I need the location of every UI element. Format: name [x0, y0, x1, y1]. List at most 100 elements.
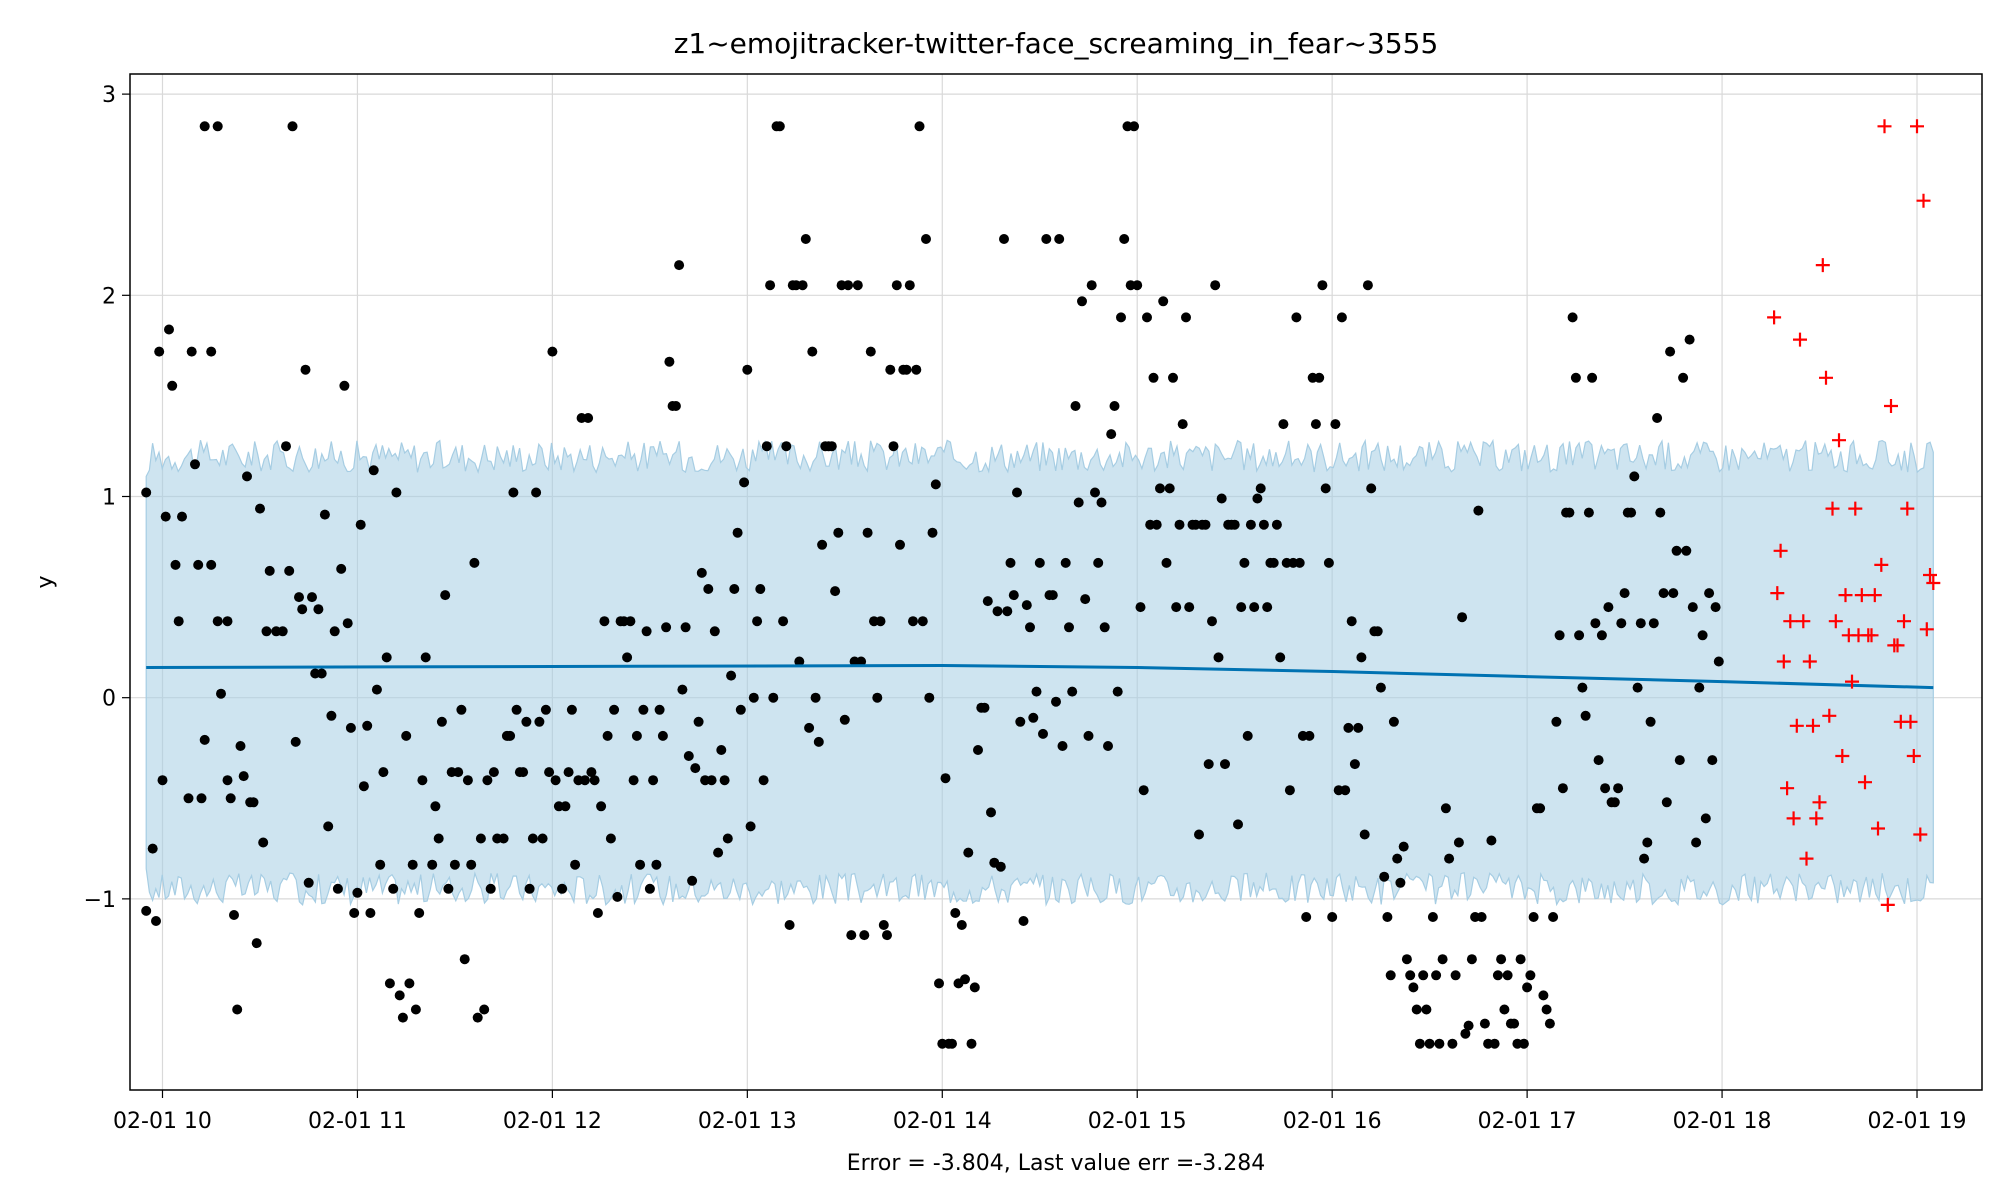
observed-point	[294, 592, 304, 603]
observed-point	[1401, 954, 1412, 965]
observed-point	[456, 704, 467, 715]
observed-point	[781, 441, 792, 452]
observed-point	[540, 704, 551, 715]
observed-point	[1626, 507, 1637, 518]
observed-point	[807, 346, 818, 357]
observed-point	[1632, 682, 1643, 693]
observed-point	[1528, 912, 1539, 922]
observed-point	[1067, 686, 1078, 697]
observed-point	[1346, 616, 1357, 627]
plot-frame	[129, 73, 1983, 1091]
observed-point	[1239, 557, 1250, 568]
observed-point	[167, 380, 178, 391]
observed-point	[1207, 616, 1217, 627]
observed-point	[1681, 545, 1692, 556]
y-axis-label: y	[33, 575, 58, 588]
observed-point	[693, 716, 704, 727]
observed-point	[1132, 280, 1143, 291]
observed-point	[1294, 557, 1305, 568]
observed-point	[1388, 716, 1399, 727]
observed-point	[1639, 853, 1650, 864]
observed-point	[521, 716, 532, 727]
observed-point	[1418, 970, 1429, 981]
future-point	[1845, 674, 1859, 689]
observed-point	[1249, 602, 1260, 613]
observed-point	[1109, 401, 1120, 411]
observed-point	[222, 775, 233, 786]
observed-point	[927, 527, 938, 538]
y-tick-label: 2	[102, 284, 116, 309]
observed-point	[235, 741, 246, 751]
observed-point	[397, 1012, 408, 1023]
observed-point	[709, 626, 720, 637]
observed-point	[1158, 296, 1169, 307]
observed-point	[1151, 519, 1162, 530]
observed-point	[388, 883, 399, 894]
observed-point	[394, 990, 405, 1001]
observed-point	[690, 763, 701, 774]
future-point	[1776, 654, 1791, 669]
observed-point	[635, 859, 646, 870]
observed-point	[544, 767, 555, 778]
observed-point	[281, 441, 291, 452]
observed-point	[742, 364, 753, 375]
observed-point	[973, 745, 983, 755]
observed-point	[784, 920, 795, 930]
observed-point	[371, 684, 382, 695]
observed-point	[547, 346, 558, 357]
observed-point	[1395, 877, 1406, 888]
observed-point	[410, 1004, 421, 1015]
observed-point	[914, 121, 925, 132]
future-point	[1825, 501, 1840, 516]
observed-point	[391, 487, 402, 498]
observed-point	[1200, 519, 1211, 530]
observed-point	[1236, 602, 1247, 613]
chart-title: z1~emojitracker-twitter-face_screaming_i…	[674, 27, 1439, 60]
observed-point	[1405, 970, 1416, 981]
observed-point	[895, 539, 905, 550]
observed-point	[303, 877, 314, 888]
observed-point	[414, 908, 425, 918]
observed-point	[1233, 819, 1243, 830]
observed-point	[1304, 730, 1315, 741]
observed-point	[287, 121, 298, 132]
forecast-line-layer	[146, 663, 1934, 690]
observed-point	[1551, 716, 1562, 727]
observed-point	[911, 364, 922, 375]
observed-point	[1099, 622, 1110, 633]
x-tick-label: 02-01 14	[893, 1109, 992, 1134]
observed-point	[670, 401, 681, 411]
observed-point	[1314, 372, 1325, 383]
observed-point	[843, 280, 854, 291]
observed-point	[947, 1038, 957, 1049]
observed-point	[1596, 630, 1607, 641]
observed-point	[1544, 1018, 1555, 1029]
observed-point	[995, 861, 1006, 872]
future-point	[1815, 258, 1830, 273]
observed-point	[1704, 588, 1715, 599]
observed-point	[505, 730, 516, 741]
future-point	[1773, 543, 1788, 558]
observed-point	[232, 1004, 243, 1015]
observed-point	[570, 859, 581, 870]
future-point	[1796, 614, 1811, 629]
observed-point	[251, 938, 262, 949]
observed-point	[865, 346, 876, 357]
observed-point	[956, 920, 967, 930]
observed-point	[1697, 630, 1708, 641]
observed-point	[557, 883, 568, 894]
observed-point	[1671, 545, 1682, 556]
observed-point	[722, 833, 733, 844]
observed-point	[1642, 837, 1653, 848]
observed-point	[313, 604, 324, 615]
future-point	[1835, 749, 1850, 763]
observed-point	[797, 280, 808, 291]
observed-point	[407, 859, 418, 870]
observed-point	[1343, 722, 1354, 733]
observed-point	[479, 1004, 490, 1015]
observed-point	[1509, 1018, 1520, 1029]
observed-point	[641, 626, 652, 637]
observed-point	[319, 509, 330, 520]
observed-point	[930, 479, 941, 490]
observed-point	[1255, 483, 1266, 494]
